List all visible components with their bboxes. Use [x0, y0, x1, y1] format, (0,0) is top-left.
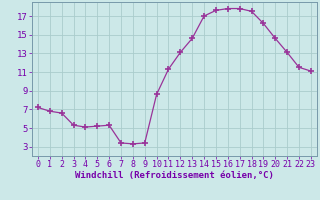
X-axis label: Windchill (Refroidissement éolien,°C): Windchill (Refroidissement éolien,°C)	[75, 171, 274, 180]
